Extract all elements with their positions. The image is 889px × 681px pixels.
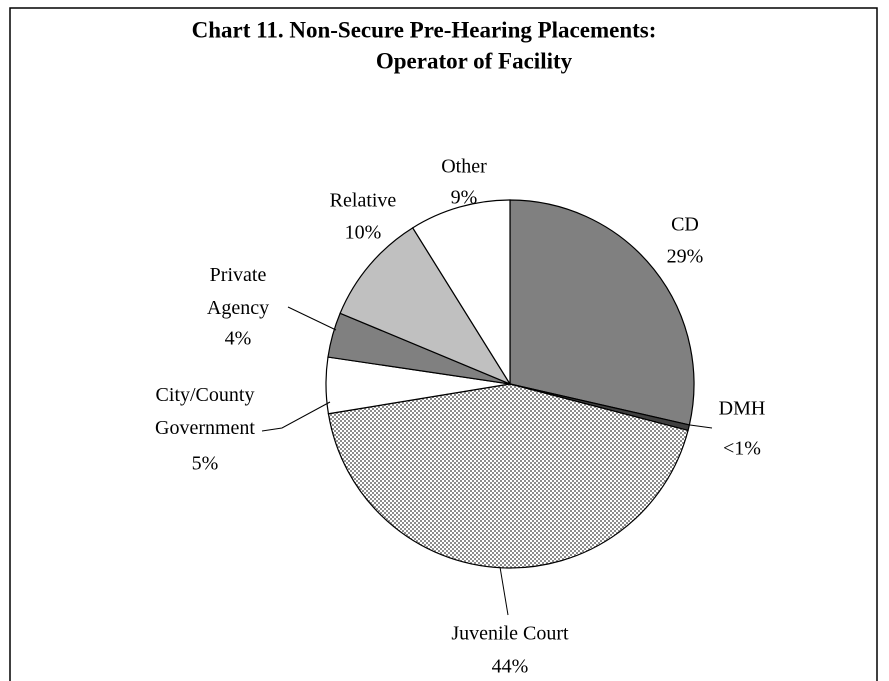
slice-label: Private Agency — [207, 264, 269, 319]
slice-label: DMH — [719, 398, 766, 420]
leader-line — [261, 401, 331, 432]
value-label: <1% — [723, 438, 761, 460]
value-label: 4% — [225, 328, 252, 350]
chart-title: Operator of Facility — [376, 48, 573, 73]
value-label: 5% — [192, 453, 219, 475]
leader-line — [287, 306, 337, 331]
pie-slice — [327, 383, 689, 569]
slice-label: CD — [671, 214, 699, 236]
value-label: 44% — [492, 656, 529, 678]
leader-line — [689, 424, 713, 429]
pie-slice — [339, 226, 512, 386]
leader-line — [499, 566, 509, 616]
slice-label: City/County Government — [155, 384, 255, 439]
value-label: 9% — [451, 187, 478, 209]
chart-title: Chart 11. Non-Secure Pre-Hearing Placeme… — [192, 17, 657, 42]
value-label: 29% — [667, 246, 704, 268]
pie-slice — [509, 199, 695, 426]
pie-slice — [411, 199, 511, 387]
slice-label: Other — [441, 156, 487, 178]
frame — [9, 7, 878, 681]
value-label: 10% — [345, 222, 382, 244]
slice-label: Relative — [330, 190, 397, 212]
slice-label: Juvenile Court — [451, 623, 569, 645]
